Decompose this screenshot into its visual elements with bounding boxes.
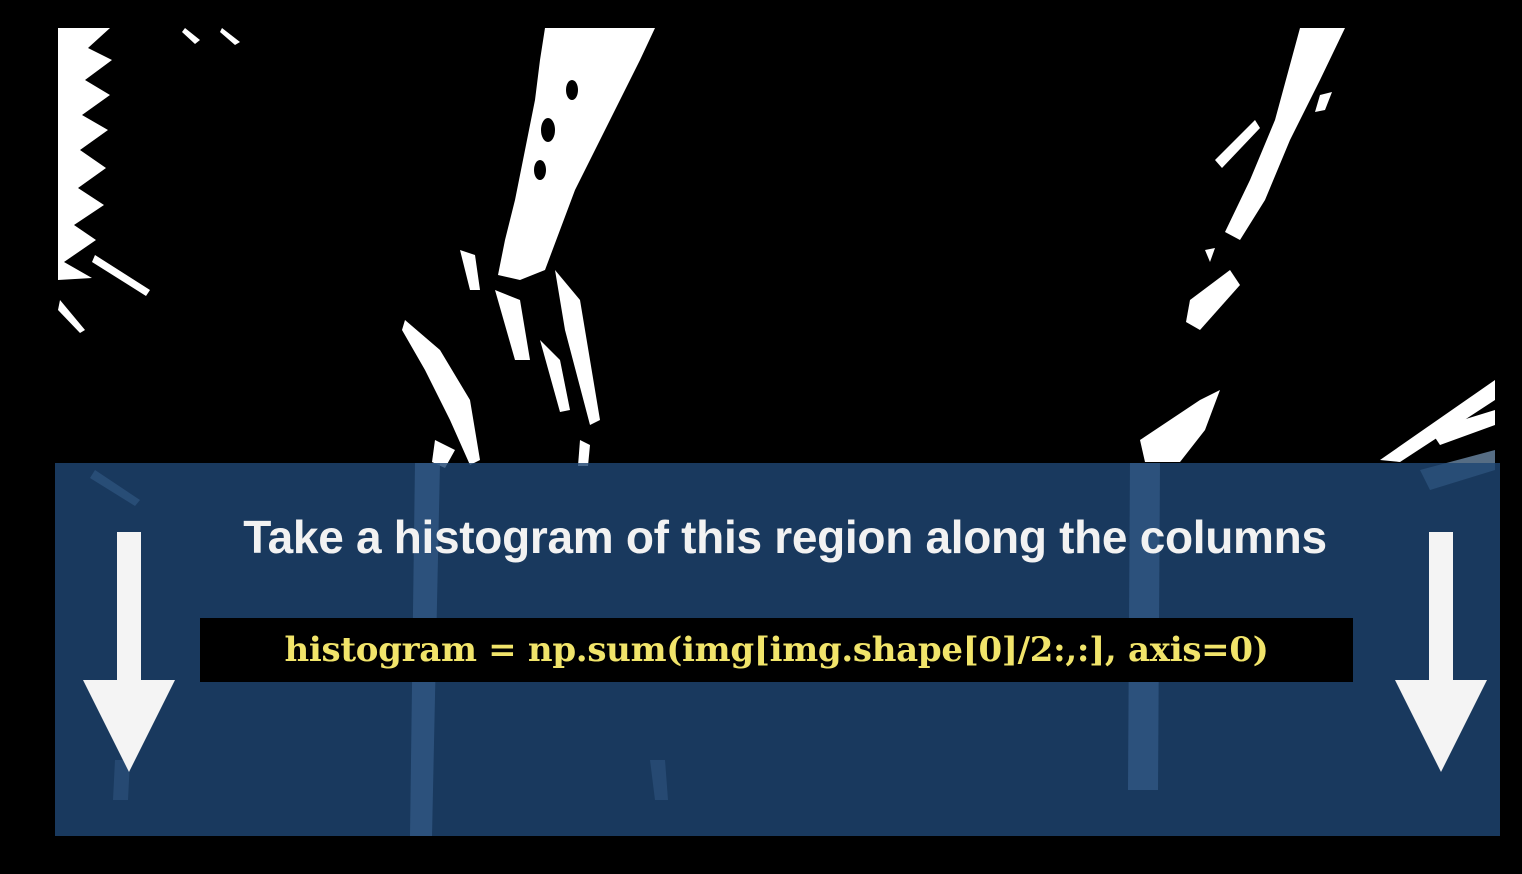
code-snippet: histogram = np.sum(img[img.shape[0]/2:,:… (284, 630, 1269, 670)
slide-caption: Take a histogram of this region along th… (243, 511, 1327, 563)
code-snippet-box: histogram = np.sum(img[img.shape[0]/2:,:… (200, 618, 1353, 682)
right-lane-line (1225, 28, 1345, 240)
down-arrow-icon (1395, 532, 1487, 772)
left-lane-edge (58, 28, 112, 280)
center-lane-line (498, 28, 655, 280)
down-arrow-icon (83, 532, 175, 772)
